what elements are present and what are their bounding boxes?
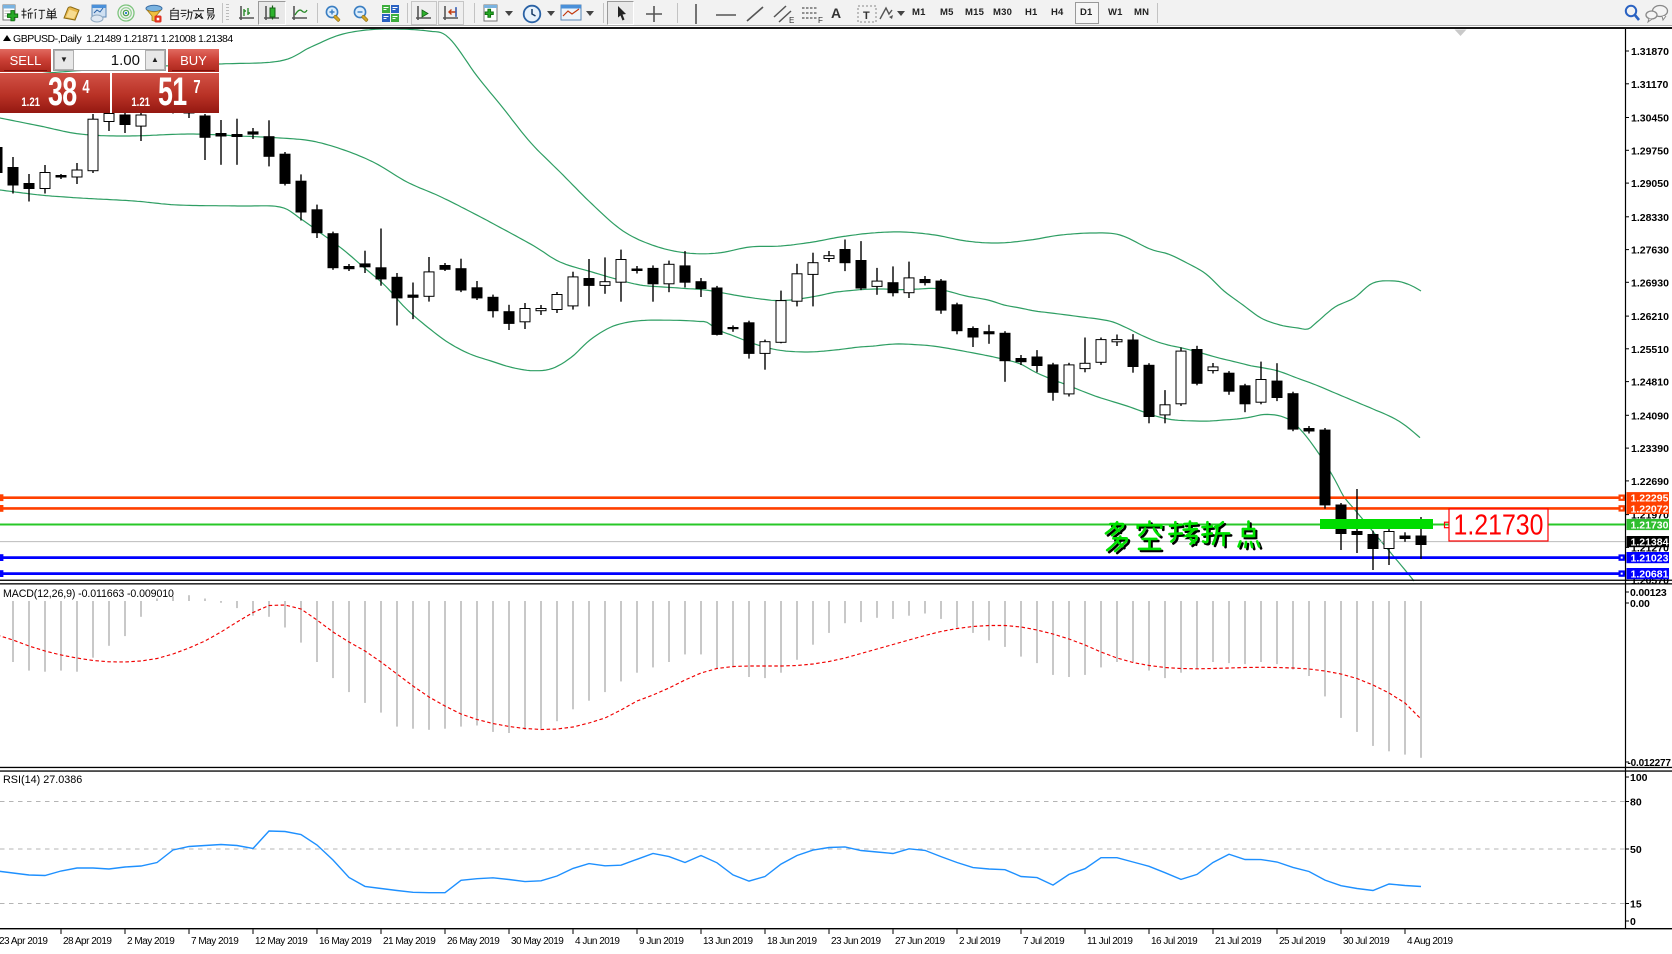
svg-text:9 Jun 2019: 9 Jun 2019 — [639, 936, 684, 947]
svg-text:16 Jul 2019: 16 Jul 2019 — [1151, 936, 1198, 947]
svg-text:1.31870: 1.31870 — [1631, 46, 1669, 58]
svg-text:T: T — [863, 10, 870, 22]
svg-text:1.21023: 1.21023 — [1631, 553, 1669, 565]
svg-text:1.22690: 1.22690 — [1631, 476, 1669, 488]
svg-text:4 Jun 2019: 4 Jun 2019 — [575, 936, 620, 947]
svg-text:1.21970: 1.21970 — [1631, 510, 1669, 522]
svg-text:0: 0 — [1630, 916, 1636, 928]
svg-text:0.00: 0.00 — [1630, 598, 1650, 610]
svg-text:30 May 2019: 30 May 2019 — [511, 936, 564, 947]
svg-text:21 May 2019: 21 May 2019 — [383, 936, 436, 947]
svg-text:1.20681: 1.20681 — [1631, 569, 1669, 581]
svg-text:16 May 2019: 16 May 2019 — [319, 936, 372, 947]
svg-text:1.22072: 1.22072 — [1631, 503, 1669, 515]
svg-text:23 Jun 2019: 23 Jun 2019 — [831, 936, 881, 947]
svg-text:50: 50 — [1630, 844, 1642, 856]
svg-text:-0.012277: -0.012277 — [1628, 758, 1672, 769]
svg-text:RSI(14) 27.0386: RSI(14) 27.0386 — [3, 774, 82, 786]
svg-text:1.31170: 1.31170 — [1631, 79, 1669, 91]
svg-text:100: 100 — [1630, 772, 1648, 784]
svg-text:23 Apr 2019: 23 Apr 2019 — [0, 936, 48, 947]
svg-text:1.22295: 1.22295 — [1631, 493, 1669, 505]
svg-text:1.27630: 1.27630 — [1631, 245, 1669, 257]
svg-text:1.21730: 1.21730 — [1454, 510, 1544, 542]
svg-text:1.23390: 1.23390 — [1631, 443, 1669, 455]
svg-text:30 Jul 2019: 30 Jul 2019 — [1343, 936, 1390, 947]
svg-text:18 Jun 2019: 18 Jun 2019 — [767, 936, 817, 947]
svg-text:7 May 2019: 7 May 2019 — [191, 936, 239, 947]
svg-text:1.29050: 1.29050 — [1631, 178, 1669, 190]
svg-text:1.29750: 1.29750 — [1631, 145, 1669, 157]
svg-text:1.26210: 1.26210 — [1631, 311, 1669, 323]
svg-text:1.24810: 1.24810 — [1631, 377, 1669, 389]
svg-text:1.26930: 1.26930 — [1631, 277, 1669, 289]
svg-text:1.21384: 1.21384 — [1631, 537, 1669, 549]
svg-text:2 May 2019: 2 May 2019 — [127, 936, 175, 947]
svg-text:21 Jul 2019: 21 Jul 2019 — [1215, 936, 1262, 947]
svg-text:MACD(12,26,9) -0.011663 -0.009: MACD(12,26,9) -0.011663 -0.009010 — [3, 588, 174, 600]
svg-text:13 Jun 2019: 13 Jun 2019 — [703, 936, 753, 947]
svg-text:1.24090: 1.24090 — [1631, 410, 1669, 422]
svg-text:2 Jul 2019: 2 Jul 2019 — [959, 936, 1001, 947]
svg-text:F: F — [818, 16, 823, 25]
svg-text:1.30450: 1.30450 — [1631, 113, 1669, 125]
svg-text:28 Apr 2019: 28 Apr 2019 — [63, 936, 112, 947]
svg-text:80: 80 — [1630, 797, 1642, 809]
svg-text:1.21730: 1.21730 — [1631, 520, 1669, 532]
svg-text:4 Aug 2019: 4 Aug 2019 — [1407, 936, 1454, 947]
svg-text:0.00123: 0.00123 — [1630, 587, 1667, 599]
svg-text:E: E — [789, 16, 794, 25]
svg-text:7 Jul 2019: 7 Jul 2019 — [1023, 936, 1065, 947]
svg-text:25 Jul 2019: 25 Jul 2019 — [1279, 936, 1326, 947]
svg-text:27 Jun 2019: 27 Jun 2019 — [895, 936, 945, 947]
svg-text:26 May 2019: 26 May 2019 — [447, 936, 500, 947]
svg-text:1.28330: 1.28330 — [1631, 212, 1669, 224]
svg-text:12 May 2019: 12 May 2019 — [255, 936, 308, 947]
svg-text:11 Jul 2019: 11 Jul 2019 — [1087, 936, 1133, 947]
svg-text:1.25510: 1.25510 — [1631, 344, 1669, 356]
svg-text:15: 15 — [1630, 899, 1642, 911]
